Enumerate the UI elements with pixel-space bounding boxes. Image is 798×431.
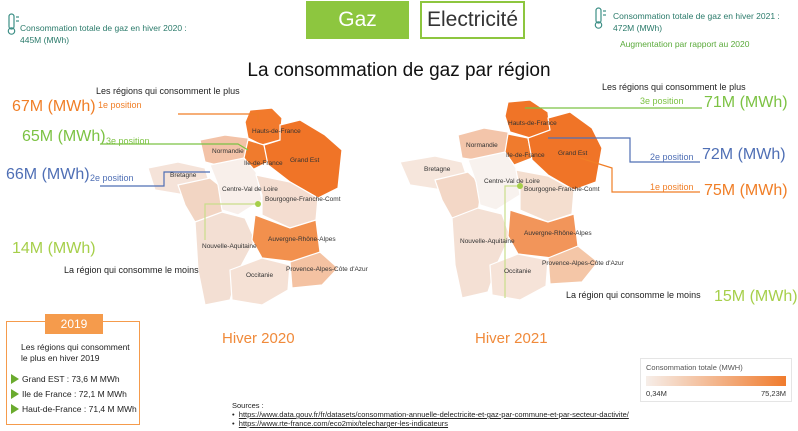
legend-title: Consommation totale (MWH) <box>646 363 743 372</box>
region-label-bretagne-2021: Bretagne <box>424 166 451 173</box>
region-label-cvl-2021: Centre-Val de Loire <box>484 178 540 185</box>
box-2019-year: 2019 <box>45 314 103 334</box>
region-label-ara-2021: Auvergne-Rhône-Alpes <box>524 230 592 237</box>
source-link-1[interactable]: • https://www.data.gouv.fr/fr/datasets/c… <box>232 410 629 419</box>
stat-2021-label: Consommation totale de gaz en hiver 2021… <box>613 11 780 21</box>
stat-2021-value: 472M (MWh) <box>613 23 663 33</box>
legend-max: 75,23M <box>760 389 786 398</box>
legend-min: 0,34M <box>646 389 667 398</box>
pos1-label-2020: 1e position <box>98 100 142 110</box>
list-item: Ile de France : 72,1 M MWh <box>11 389 127 399</box>
pos3-value-2021: 71M (MWh) <box>704 94 788 111</box>
low-value-2020: 14M (MWh) <box>12 240 96 257</box>
region-label-occ-2020: Occitanie <box>246 272 274 279</box>
region-label-na-2021: Nouvelle-Aquitaine <box>460 238 515 245</box>
box-2019-header: Les régions qui consomment le plus en hi… <box>21 342 130 363</box>
low-value-2021: 15M (MWh) <box>714 288 798 305</box>
low-header-2020: La région qui consomme le moins <box>64 265 199 275</box>
region-paca-2021[interactable] <box>547 245 599 285</box>
top-header-2021: Les régions qui consomment le plus <box>602 82 746 92</box>
region-label-grandest-2021: Grand Est <box>558 150 588 157</box>
thermometer-icon <box>7 13 19 35</box>
legend-gradient-bar <box>646 376 786 386</box>
region-label-idf-2021: Ile-de-France <box>506 152 545 159</box>
stat-2020-value: 445M (MWh) <box>20 35 70 45</box>
region-cvl-2020[interactable] <box>209 157 263 216</box>
pos1-value-2020: 67M (MWh) <box>12 98 96 115</box>
season-label-2021: Hiver 2021 <box>475 330 548 347</box>
pos1-value-2021: 75M (MWh) <box>704 182 788 199</box>
thermometer-icon-2021 <box>594 7 606 29</box>
pos2-value-2021: 72M (MWh) <box>702 146 786 163</box>
stat-2021-note: Augmentation par rapport au 2020 <box>620 39 750 49</box>
region-label-na-2020: Nouvelle-Aquitaine <box>202 243 257 250</box>
map-2020 <box>147 107 343 306</box>
region-label-paca-2021: Provence-Alpes-Côte d'Azur <box>542 260 624 267</box>
season-label-2020: Hiver 2020 <box>222 330 295 347</box>
region-label-paca-2020: Provence-Alpes-Côte d'Azur <box>286 266 368 273</box>
pos2-label-2021: 2e position <box>650 152 694 162</box>
tab-gaz[interactable]: Gaz <box>306 1 409 39</box>
region-label-normandie-2021: Normandie <box>466 142 498 149</box>
connectors-2020 <box>100 113 259 240</box>
pos3-label-2021: 3e position <box>640 96 684 106</box>
region-label-normandie-2020: Normandie <box>212 148 244 155</box>
sources-label: Sources : <box>232 401 264 410</box>
list-item: Haut-de-France : 71,4 M MWh <box>11 404 137 414</box>
arrow-right-icon <box>11 404 19 414</box>
pos3-label-2020: 3e position <box>106 136 150 146</box>
region-label-hdf-2020: Hauts-de-France <box>252 128 301 135</box>
low-header-2021: La région qui consomme le moins <box>566 290 701 300</box>
pos3-value-2020: 65M (MWh) <box>22 128 106 145</box>
stat-2020-label: Consommation totale de gaz en hiver 2020… <box>20 23 187 33</box>
region-label-idf-2020: Ile-de-France <box>244 160 283 167</box>
region-label-ara-2020: Auvergne-Rhône-Alpes <box>268 236 336 243</box>
region-paca-2020[interactable] <box>289 251 339 289</box>
marker-dot-2020 <box>255 201 261 207</box>
region-idf-2021[interactable] <box>504 133 533 166</box>
region-label-bretagne-2020: Bretagne <box>170 172 197 179</box>
box-2019: 2019 Les régions qui consomment le plus … <box>6 314 140 425</box>
arrow-right-icon <box>11 374 19 384</box>
top-header-2020: Les régions qui consomment le plus <box>96 86 240 96</box>
list-item: Grand EST : 73,6 M MWh <box>11 374 120 384</box>
region-label-bfc-2020: Bourgogne-Franche-Comt <box>265 196 341 203</box>
region-idf-2020[interactable] <box>243 139 269 171</box>
pos2-value-2020: 66M (MWh) <box>6 166 90 183</box>
map-2021 <box>399 99 603 301</box>
region-label-occ-2021: Occitanie <box>504 268 532 275</box>
region-label-grandest-2020: Grand Est <box>290 157 320 164</box>
pos1-label-2021: 1e position <box>650 182 694 192</box>
arrow-right-icon <box>11 389 19 399</box>
color-legend: Consommation totale (MWH) 0,34M 75,23M <box>640 358 792 402</box>
sources: Sources : • https://www.data.gouv.fr/fr/… <box>232 401 629 428</box>
page-title: La consommation de gaz par région <box>247 60 551 81</box>
region-label-cvl-2020: Centre-Val de Loire <box>222 186 278 193</box>
tab-electricite[interactable]: Electricité <box>420 1 525 39</box>
region-occ-2020[interactable] <box>229 257 291 306</box>
region-cvl-2021[interactable] <box>467 151 521 211</box>
region-label-hdf-2021: Hauts-de-France <box>508 120 557 127</box>
source-link-2[interactable]: • https://www.rte-france.com/eco2mix/tel… <box>232 419 449 428</box>
pos2-label-2020: 2e position <box>90 173 134 183</box>
connectors-2021 <box>504 107 702 298</box>
marker-dot-2021 <box>517 183 523 189</box>
region-label-bfc-2021: Bourgogne-Franche-Comt <box>524 186 600 193</box>
